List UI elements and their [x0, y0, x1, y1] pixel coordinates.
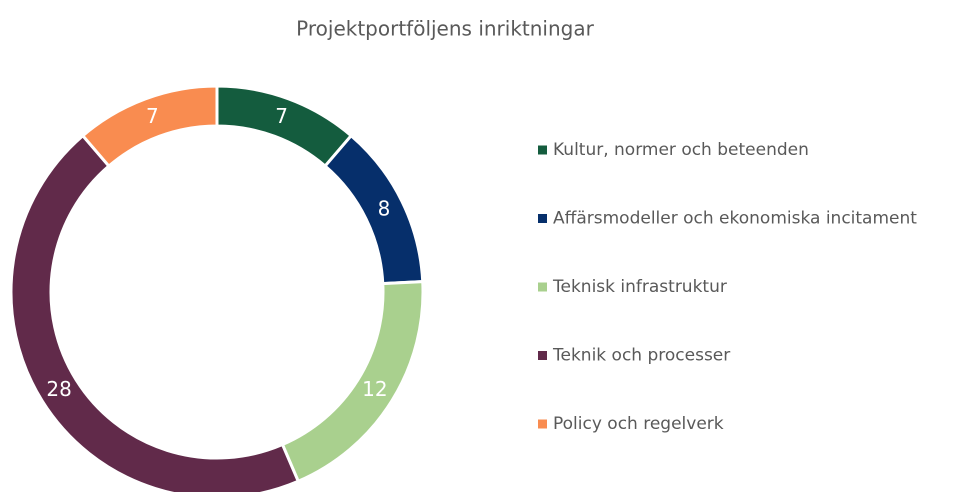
data-label: 8 — [378, 197, 391, 221]
legend-marker — [538, 214, 547, 223]
data-label: 28 — [46, 377, 71, 401]
legend-marker — [538, 419, 547, 429]
legend-label: Affärsmodeller och ekonomiska incitament — [553, 209, 917, 229]
legend-label: Teknik och processer — [552, 346, 730, 366]
legend-marker — [538, 351, 547, 360]
data-label: 7 — [275, 104, 288, 128]
slice — [280, 279, 425, 484]
slice — [80, 84, 219, 169]
slice — [9, 133, 301, 492]
chart-title: Projektportföljens inriktningar — [296, 17, 594, 41]
legend-label: Teknisk infrastruktur — [552, 277, 727, 297]
legend-label: Policy och regelverk — [553, 414, 724, 434]
data-label: 12 — [362, 377, 387, 401]
legend-marker — [538, 282, 547, 292]
legend-marker — [538, 145, 547, 155]
data-label: 7 — [146, 104, 159, 128]
slice — [323, 133, 425, 286]
legend-label: Kultur, normer och beteenden — [553, 140, 809, 160]
